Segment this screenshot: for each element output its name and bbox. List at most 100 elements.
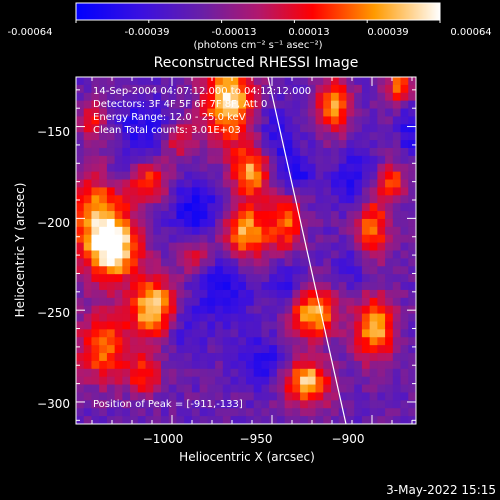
heatmap-cell (323, 155, 332, 165)
heatmap-cell (292, 345, 301, 354)
heatmap-cell (215, 226, 224, 236)
heatmap-cell (207, 297, 216, 307)
heatmap-cell (83, 345, 92, 354)
heatmap-cell (184, 266, 193, 275)
heatmap-cell (400, 163, 409, 173)
heatmap-cell (400, 132, 409, 141)
colorbar-tick-label: -0.00064 (8, 27, 53, 38)
heatmap-cell (230, 226, 239, 236)
heatmap-cell (292, 84, 301, 94)
heatmap-cell (191, 92, 201, 102)
heatmap-cell (230, 258, 239, 267)
heatmap-cell (114, 132, 123, 141)
heatmap-cell (207, 77, 216, 86)
heatmap-cell (83, 218, 92, 228)
heatmap-cell (106, 124, 116, 133)
heatmap-cell (369, 337, 378, 346)
heatmap-cell (238, 345, 247, 354)
heatmap-cell (230, 345, 239, 354)
heatmap-cell (130, 376, 139, 385)
heatmap-cell (346, 360, 355, 370)
heatmap-cell (184, 116, 193, 125)
heatmap-cell (261, 297, 270, 307)
heatmap-cell (253, 345, 262, 354)
heatmap-cell (184, 313, 193, 322)
heatmap-cell (400, 171, 409, 180)
heatmap-cell (246, 282, 255, 291)
heatmap-cell (168, 345, 177, 354)
heatmap-cell (369, 258, 378, 267)
heatmap-cell (354, 321, 363, 330)
heatmap-cell (130, 124, 139, 133)
heatmap-cell (315, 195, 324, 204)
heatmap-cell (246, 408, 255, 417)
heatmap-cell (300, 289, 309, 299)
heatmap-cell (207, 84, 216, 94)
heatmap-cell (122, 163, 131, 173)
heatmap-cell (176, 171, 185, 180)
heatmap-cell (137, 408, 146, 417)
heatmap-cell (238, 211, 247, 220)
heatmap-cell (377, 124, 386, 133)
heatmap-cell (238, 116, 247, 125)
heatmap-cell (392, 345, 401, 354)
heatmap-cell (222, 155, 231, 165)
heatmap-cell (354, 289, 363, 299)
heatmap-cell (338, 250, 347, 259)
heatmap-cell (385, 392, 394, 401)
heatmap-cell (354, 179, 363, 188)
heatmap-cell (292, 266, 301, 275)
heatmap-cell (215, 211, 224, 220)
heatmap-cell (137, 345, 146, 354)
heatmap-cell (137, 321, 146, 330)
heatmap-cell (346, 353, 355, 362)
heatmap-cell (369, 321, 378, 330)
heatmap-cell (153, 360, 162, 370)
heatmap-cell (307, 195, 316, 204)
heatmap-cell (184, 195, 193, 204)
heatmap-cell (331, 140, 340, 149)
heatmap-cell (184, 242, 193, 251)
heatmap-cell (130, 353, 139, 362)
heatmap-cell (361, 258, 371, 267)
heatmap-cell (307, 368, 316, 378)
heatmap-cell (176, 376, 185, 385)
heatmap-cell (99, 155, 108, 165)
heatmap-cell (385, 345, 394, 354)
heatmap-cell (191, 400, 201, 409)
heatmap-cell (176, 368, 185, 378)
heatmap-cell (76, 289, 85, 299)
heatmap-cell (408, 313, 416, 322)
heatmap-cell (176, 297, 185, 307)
heatmap-cell (369, 368, 378, 378)
heatmap-cell (253, 195, 262, 204)
heatmap-cell (184, 140, 193, 149)
heatmap-cell (207, 211, 216, 220)
heatmap-cell (284, 297, 293, 307)
heatmap-cell (261, 274, 270, 283)
heatmap-cell (114, 242, 123, 251)
heatmap-cell (292, 408, 301, 417)
heatmap-cell (137, 203, 146, 212)
heatmap-cell (253, 140, 262, 149)
heatmap-cell (168, 171, 177, 180)
heatmap-cell (114, 360, 123, 370)
heatmap-cell (83, 337, 92, 346)
heatmap-cell (246, 274, 255, 283)
heatmap-cell (76, 250, 85, 259)
y-tick-label: −300 (37, 397, 70, 411)
heatmap-cell (408, 289, 416, 299)
heatmap-cell (338, 242, 347, 251)
heatmap-cell (338, 77, 347, 86)
heatmap-cell (369, 155, 378, 165)
heatmap-cell (114, 289, 123, 299)
heatmap-cell (76, 155, 85, 165)
heatmap-cell (307, 345, 316, 354)
heatmap-cell (354, 234, 363, 244)
heatmap-cell (222, 242, 231, 251)
heatmap-cell (400, 313, 409, 322)
heatmap-cell (307, 337, 316, 346)
heatmap-cell (83, 408, 92, 417)
heatmap-cell (284, 408, 293, 417)
heatmap-cell (230, 132, 239, 141)
